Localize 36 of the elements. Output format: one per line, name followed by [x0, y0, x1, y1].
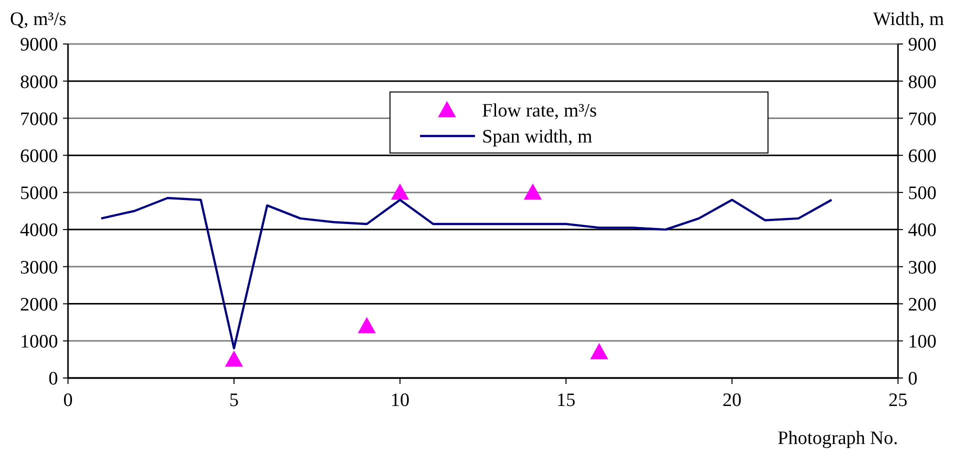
x-tick-label: 20 — [722, 390, 742, 411]
y2-tick-label: 100 — [908, 332, 936, 353]
point — [524, 183, 542, 200]
y-tick-label: 3000 — [20, 257, 58, 278]
y2-tick-label: 600 — [908, 146, 936, 167]
y-tick-label: 2000 — [20, 294, 58, 316]
point — [391, 183, 409, 200]
y-tick-label: 7000 — [20, 108, 58, 130]
y-tick-label: 4000 — [20, 220, 58, 242]
y-axis-title: Q, m³/s — [10, 9, 66, 30]
y-tick-label: 8000 — [20, 72, 58, 93]
x-tick-label: 25 — [888, 390, 908, 411]
y-tick-label: 9000 — [20, 34, 58, 56]
legend-label: Span width, m — [482, 126, 593, 148]
y2-tick-label: 0 — [908, 368, 918, 390]
y-tick-label: 0 — [48, 368, 58, 390]
y-tick-label: 5000 — [20, 183, 58, 204]
y2-tick-label: 900 — [908, 34, 936, 56]
legend-label: Flow rate, m³/s — [482, 100, 597, 122]
y2-axis-title: Width, m — [872, 9, 944, 30]
x-tick-label: 5 — [229, 390, 239, 411]
y2-tick-label: 200 — [908, 294, 936, 316]
point — [358, 317, 376, 334]
point — [225, 350, 243, 367]
y2-tick-label: 800 — [908, 72, 936, 93]
y2-tick-label: 400 — [908, 220, 936, 242]
x-tick-label: 15 — [556, 390, 576, 411]
y2-tick-label: 300 — [908, 257, 936, 278]
point — [590, 343, 608, 360]
y-tick-label: 1000 — [20, 332, 58, 353]
x-axis-title: Photograph No. — [778, 428, 898, 449]
y-tick-label: 6000 — [20, 146, 58, 167]
x-tick-label: 0 — [63, 390, 73, 411]
y2-tick-label: 700 — [908, 108, 936, 130]
x-tick-label: 10 — [390, 390, 410, 411]
y2-tick-label: 500 — [908, 183, 936, 204]
